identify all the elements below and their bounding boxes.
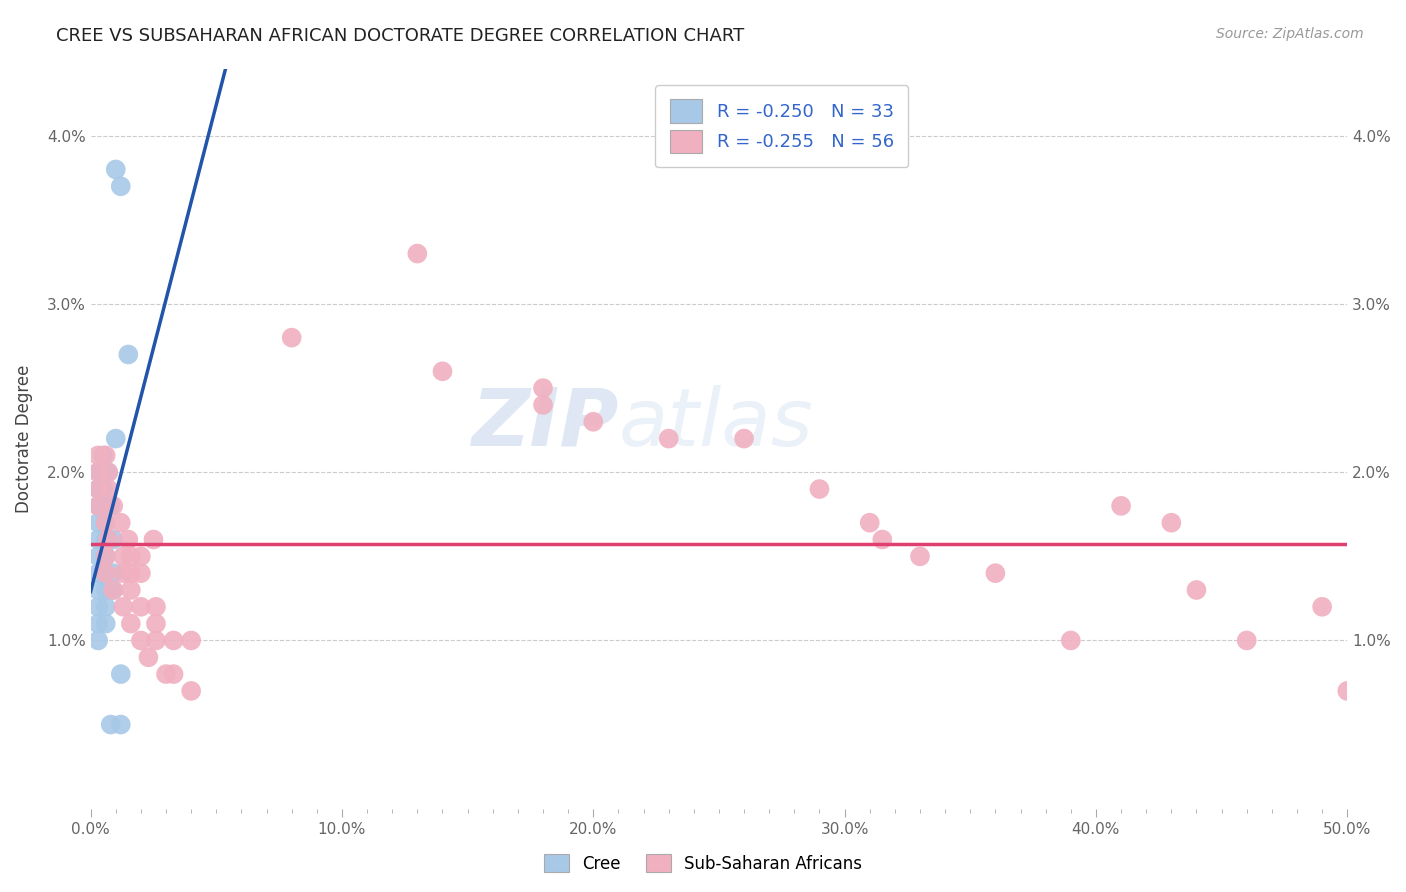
Text: Source: ZipAtlas.com: Source: ZipAtlas.com	[1216, 27, 1364, 41]
Point	[87, 482, 110, 496]
Text: atlas: atlas	[619, 384, 813, 463]
Point	[582, 415, 605, 429]
Point	[120, 582, 142, 597]
Point	[87, 499, 110, 513]
Point	[432, 364, 454, 378]
Point	[733, 432, 755, 446]
Point	[97, 533, 120, 547]
Point	[94, 566, 117, 581]
Point	[112, 599, 135, 614]
Point	[103, 499, 125, 513]
Point	[100, 499, 122, 513]
Point	[145, 616, 167, 631]
Point	[104, 432, 127, 446]
Point	[1310, 599, 1333, 614]
Point	[87, 465, 110, 479]
Point	[97, 465, 120, 479]
Point	[138, 650, 160, 665]
Point	[531, 398, 554, 412]
Point	[1336, 684, 1358, 698]
Point	[859, 516, 882, 530]
Point	[129, 549, 152, 564]
Legend: Cree, Sub-Saharan Africans: Cree, Sub-Saharan Africans	[537, 847, 869, 880]
Point	[87, 582, 110, 597]
Point	[94, 516, 117, 530]
Point	[94, 616, 117, 631]
Point	[117, 347, 139, 361]
Point	[808, 482, 831, 496]
Point	[117, 533, 139, 547]
Point	[658, 432, 681, 446]
Point	[120, 616, 142, 631]
Point	[97, 465, 120, 479]
Point	[120, 549, 142, 564]
Point	[94, 533, 117, 547]
Point	[100, 717, 122, 731]
Point	[103, 533, 125, 547]
Text: ZIP: ZIP	[471, 384, 619, 463]
Text: CREE VS SUBSAHARAN AFRICAN DOCTORATE DEGREE CORRELATION CHART: CREE VS SUBSAHARAN AFRICAN DOCTORATE DEG…	[56, 27, 745, 45]
Point	[91, 482, 114, 496]
Point	[87, 533, 110, 547]
Point	[110, 717, 132, 731]
Point	[94, 449, 117, 463]
Point	[180, 684, 202, 698]
Point	[87, 599, 110, 614]
Point	[91, 465, 114, 479]
Point	[162, 633, 184, 648]
Point	[162, 667, 184, 681]
Point	[280, 331, 302, 345]
Point	[872, 533, 894, 547]
Point	[406, 246, 429, 260]
Point	[120, 566, 142, 581]
Point	[1060, 633, 1083, 648]
Point	[142, 533, 165, 547]
Point	[180, 633, 202, 648]
Point	[87, 549, 110, 564]
Point	[91, 499, 114, 513]
Point	[129, 633, 152, 648]
Point	[91, 449, 114, 463]
Point	[1185, 582, 1208, 597]
Point	[87, 516, 110, 530]
Point	[94, 566, 117, 581]
Point	[129, 566, 152, 581]
Point	[112, 549, 135, 564]
Point	[94, 516, 117, 530]
Point	[94, 599, 117, 614]
Point	[103, 582, 125, 597]
Point	[155, 667, 177, 681]
Point	[94, 582, 117, 597]
Point	[87, 633, 110, 648]
Point	[94, 549, 117, 564]
Point	[112, 566, 135, 581]
Point	[87, 616, 110, 631]
Point	[908, 549, 931, 564]
Point	[94, 549, 117, 564]
Point	[145, 599, 167, 614]
Point	[129, 599, 152, 614]
Point	[87, 566, 110, 581]
Point	[1109, 499, 1132, 513]
Point	[87, 482, 110, 496]
Point	[110, 667, 132, 681]
Point	[103, 582, 125, 597]
Point	[110, 179, 132, 194]
Point	[110, 516, 132, 530]
Point	[87, 449, 110, 463]
Point	[1160, 516, 1182, 530]
Point	[87, 499, 110, 513]
Point	[87, 465, 110, 479]
Y-axis label: Doctorate Degree: Doctorate Degree	[15, 365, 32, 513]
Point	[531, 381, 554, 395]
Point	[1236, 633, 1258, 648]
Point	[104, 162, 127, 177]
Legend: R = -0.250   N = 33, R = -0.255   N = 56: R = -0.250 N = 33, R = -0.255 N = 56	[655, 85, 908, 168]
Point	[103, 566, 125, 581]
Point	[984, 566, 1007, 581]
Point	[97, 482, 120, 496]
Point	[145, 633, 167, 648]
